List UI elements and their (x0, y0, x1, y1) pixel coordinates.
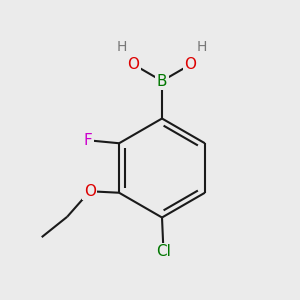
Text: O: O (84, 184, 96, 199)
Text: Cl: Cl (156, 244, 171, 260)
Text: F: F (83, 133, 92, 148)
Text: B: B (157, 74, 167, 88)
Text: H: H (197, 40, 207, 54)
Text: O: O (184, 57, 196, 72)
Text: O: O (128, 57, 140, 72)
Text: H: H (117, 40, 127, 54)
